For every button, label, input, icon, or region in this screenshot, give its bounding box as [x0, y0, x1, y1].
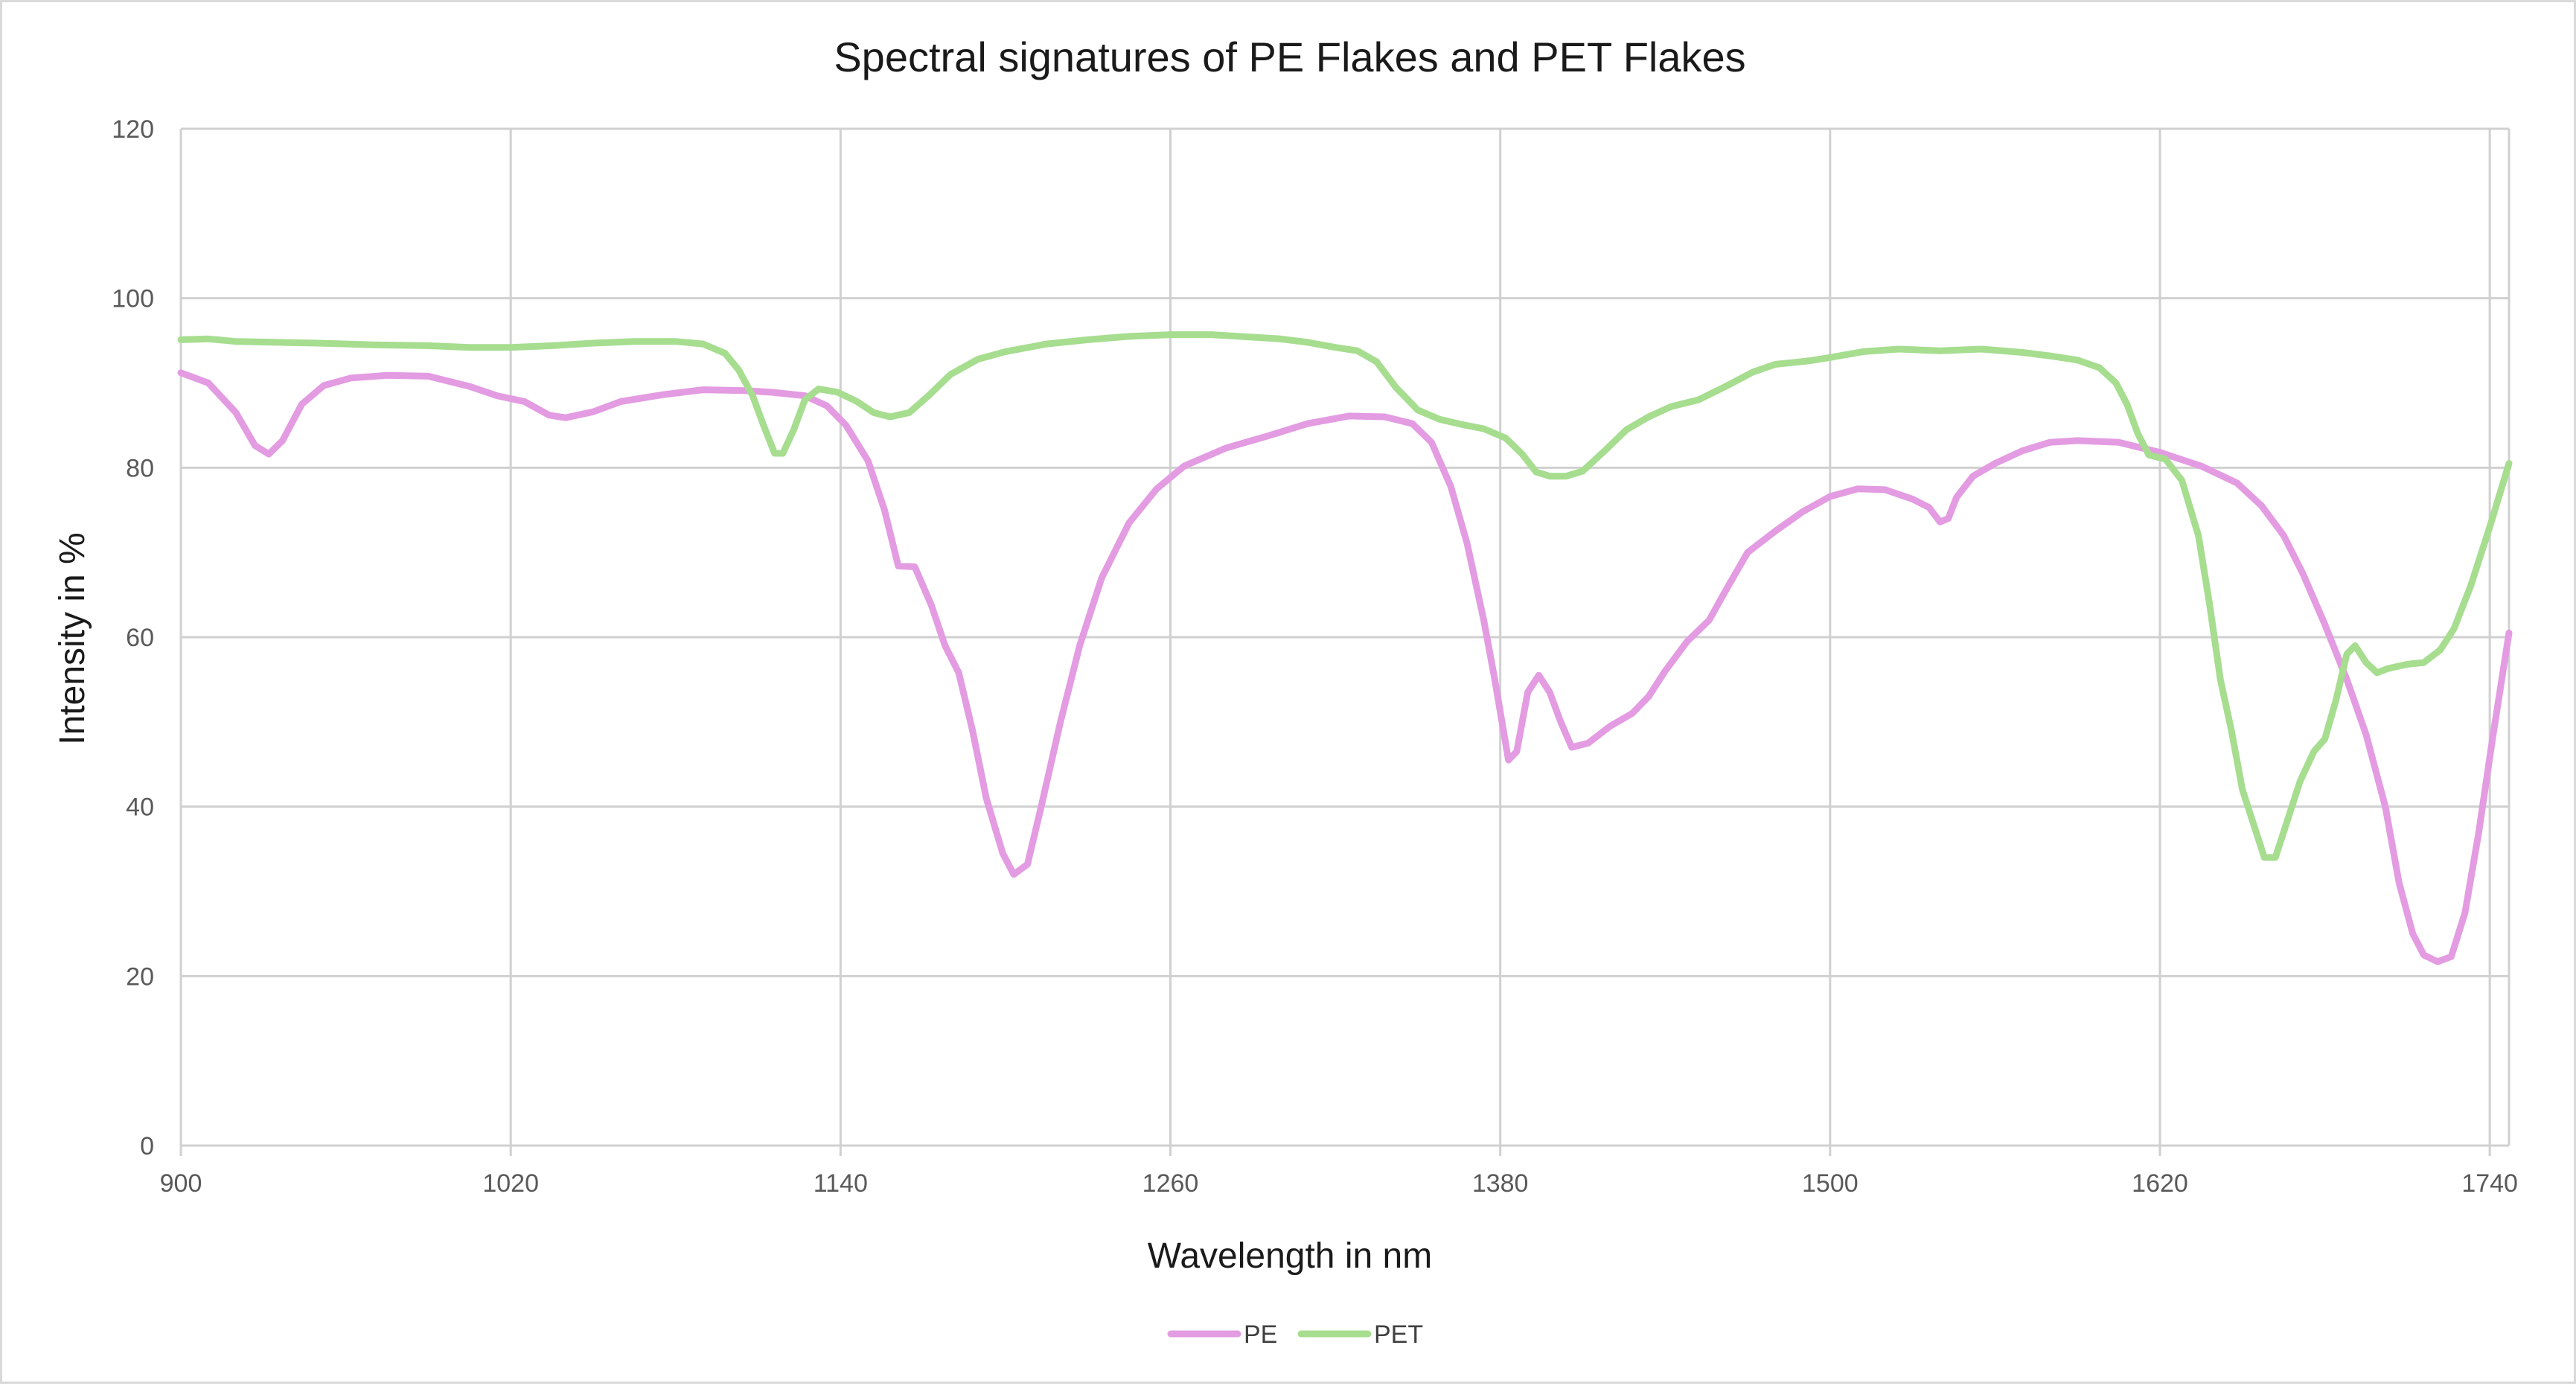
y-tick-label: 100 — [112, 285, 154, 313]
legend-label-pe: PE — [1244, 1320, 1277, 1349]
chart-title: Spectral signatures of PE Flakes and PET… — [834, 33, 1745, 80]
x-tick-label: 1140 — [814, 1169, 868, 1198]
series-line-pe — [177, 369, 2513, 965]
legend-label-pet: PET — [1374, 1320, 1423, 1349]
y-axis-title: Intensity in % — [53, 532, 92, 744]
y-tick-label: 20 — [126, 962, 154, 991]
legend: PE PET — [1167, 1320, 1423, 1349]
y-tick-label: 60 — [126, 624, 154, 652]
series-line-pet — [177, 331, 2513, 861]
x-tick-label: 1740 — [2461, 1169, 2518, 1198]
gridlines — [179, 127, 2511, 1156]
y-tick-label: 40 — [126, 793, 154, 822]
series-lines — [177, 331, 2513, 965]
x-tick-label: 1260 — [1142, 1169, 1199, 1198]
x-tick-label: 1620 — [2132, 1169, 2188, 1198]
x-tick-label: 1020 — [482, 1169, 539, 1198]
y-tick-label: 120 — [112, 115, 154, 144]
x-tick-label: 1380 — [1472, 1169, 1529, 1198]
y-tick-label: 80 — [126, 454, 154, 482]
y-tick-label: 0 — [140, 1132, 154, 1160]
x-tick-label: 900 — [160, 1169, 202, 1198]
tick-labels: 0 20 40 60 80 100 120 900 1020 1140 1260 1380 1500 16… — [112, 115, 2518, 1198]
x-tick-label: 1500 — [1802, 1169, 1859, 1198]
x-axis-title: Wavelength in nm — [1148, 1236, 1432, 1276]
